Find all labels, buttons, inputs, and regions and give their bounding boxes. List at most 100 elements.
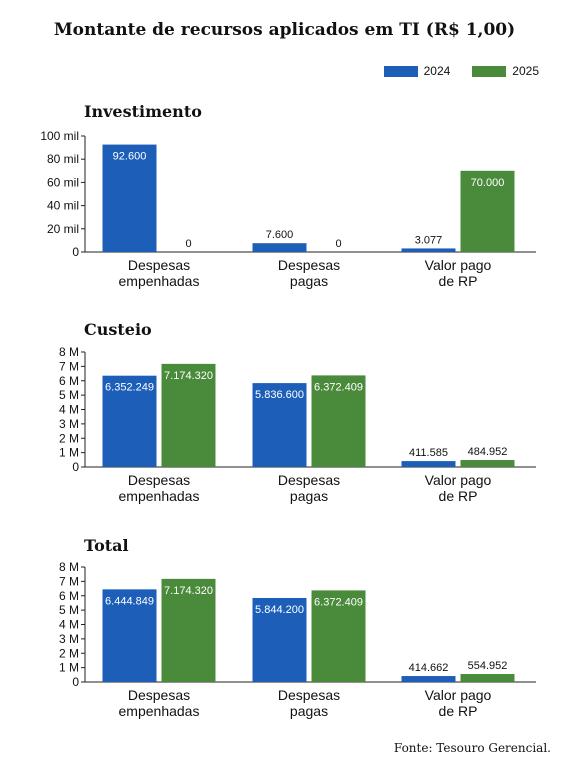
y-tick-label: 2 M bbox=[59, 431, 79, 445]
category-label: Valor pago de RP bbox=[425, 472, 492, 504]
legend-label-2024: 2024 bbox=[423, 64, 451, 78]
chart-title: Montante de recursos aplicados em TI (R$… bbox=[53, 20, 516, 40]
y-tick-label: 80 mil bbox=[47, 152, 79, 166]
y-tick-label: 8 M bbox=[59, 560, 79, 574]
y-tick-label: 6 M bbox=[59, 589, 79, 603]
category-label-line: de RP bbox=[439, 703, 478, 719]
legend: 2024 2025 bbox=[362, 64, 539, 78]
category-label: Despesas pagas bbox=[278, 257, 340, 289]
category-label-line: Despesas bbox=[128, 472, 190, 488]
bar-2024 bbox=[252, 383, 307, 467]
data-label: 0 bbox=[335, 238, 341, 250]
y-tick-label: 20 mil bbox=[47, 222, 79, 236]
category-label: Despesas pagas bbox=[278, 472, 340, 504]
data-label: 6.372.409 bbox=[314, 381, 363, 393]
bar-2024 bbox=[401, 461, 456, 467]
y-tick-label: 8 M bbox=[59, 345, 79, 359]
bar-2025 bbox=[161, 363, 216, 467]
y-tick-label: 0 bbox=[72, 675, 79, 689]
bar-2024 bbox=[102, 375, 157, 467]
y-tick-label: 6 M bbox=[59, 374, 79, 388]
data-label: 5.844.200 bbox=[255, 604, 304, 616]
category-label-line: empenhadas bbox=[119, 703, 200, 719]
data-label: 70.000 bbox=[471, 177, 505, 189]
y-tick-label: 4 M bbox=[59, 403, 79, 417]
legend-item-2025: 2025 bbox=[472, 64, 539, 78]
y-tick-label: 3 M bbox=[59, 632, 79, 646]
category-label-line: Despesas bbox=[278, 257, 340, 273]
y-tick-label: 7 M bbox=[59, 574, 79, 588]
data-label: 7.600 bbox=[266, 229, 294, 241]
bar-2024 bbox=[102, 144, 157, 252]
y-tick-label: 40 mil bbox=[47, 199, 79, 213]
y-tick-label: 60 mil bbox=[47, 175, 79, 189]
data-label: 6.372.409 bbox=[314, 596, 363, 608]
category-label-line: Valor pago bbox=[425, 687, 492, 703]
bar-2025 bbox=[311, 375, 366, 467]
y-tick-label: 0 bbox=[72, 460, 79, 474]
data-label: 5.836.600 bbox=[255, 389, 304, 401]
data-label: 6.352.249 bbox=[105, 382, 154, 394]
data-label: 7.174.320 bbox=[164, 585, 213, 597]
bar-2024 bbox=[252, 597, 307, 682]
y-tick-label: 0 bbox=[72, 245, 79, 259]
y-tick-label: 1 M bbox=[59, 661, 79, 675]
bar-2024 bbox=[401, 676, 456, 682]
legend-swatch-2024 bbox=[383, 65, 418, 77]
data-label: 0 bbox=[185, 238, 191, 250]
chart-investimento: 0 20 mil 40 mil 60 mil 80 mil 100 mil 92.600 7.… bbox=[40, 129, 536, 289]
category-label-line: Despesas bbox=[278, 472, 340, 488]
category-label-line: Despesas bbox=[278, 687, 340, 703]
data-label: 414.662 bbox=[409, 662, 449, 674]
category-label-line: Despesas bbox=[128, 257, 190, 273]
bar-2025 bbox=[460, 170, 515, 252]
category-label: Despesas empenhadas bbox=[119, 472, 200, 504]
y-tick-label: 7 M bbox=[59, 359, 79, 373]
chart-total: 01 M2 M3 M4 M5 M6 M7 M8 M 6.444.849 5.844.… bbox=[59, 560, 536, 719]
panel-title-investimento: Investimento bbox=[84, 102, 202, 121]
category-label-line: Despesas bbox=[128, 687, 190, 703]
category-label-line: Valor pago bbox=[425, 472, 492, 488]
category-label-line: de RP bbox=[439, 273, 478, 289]
category-label-line: empenhadas bbox=[119, 488, 200, 504]
bar-2025 bbox=[311, 590, 366, 682]
category-label-line: pagas bbox=[290, 488, 328, 504]
bar-2025 bbox=[460, 674, 515, 682]
category-label: Despesas pagas bbox=[278, 687, 340, 719]
category-label-line: pagas bbox=[290, 273, 328, 289]
legend-item-2024: 2024 bbox=[383, 64, 451, 78]
legend-label-2025: 2025 bbox=[512, 64, 539, 78]
chart-custeio: 01 M2 M3 M4 M5 M6 M7 M8 M 6.352.249 5.836.… bbox=[59, 345, 536, 504]
bar-2024 bbox=[252, 243, 307, 252]
legend-swatch-2025 bbox=[472, 65, 507, 77]
y-tick-label: 3 M bbox=[59, 417, 79, 431]
panel-title-custeio: Custeio bbox=[84, 320, 152, 339]
y-tick-label: 1 M bbox=[59, 446, 79, 460]
data-label: 7.174.320 bbox=[164, 370, 213, 382]
source-note: Fonte: Tesouro Gerencial. bbox=[393, 741, 551, 755]
category-label-line: Valor pago bbox=[425, 257, 492, 273]
y-tick-label: 5 M bbox=[59, 603, 79, 617]
bar-2025 bbox=[460, 460, 515, 467]
category-label: Valor pago de RP bbox=[425, 687, 492, 719]
category-label: Despesas empenhadas bbox=[119, 257, 200, 289]
y-tick-label: 100 mil bbox=[40, 129, 79, 143]
data-label: 411.585 bbox=[409, 447, 448, 459]
category-label-line: de RP bbox=[439, 488, 478, 504]
data-label: 92.600 bbox=[113, 151, 147, 163]
data-label: 6.444.849 bbox=[105, 595, 154, 607]
y-tick-label: 2 M bbox=[59, 646, 79, 660]
y-tick-label: 5 M bbox=[59, 388, 79, 402]
category-label-line: empenhadas bbox=[119, 273, 200, 289]
bar-2024 bbox=[401, 248, 456, 252]
y-tick-label: 4 M bbox=[59, 618, 79, 632]
data-label: 554.952 bbox=[468, 660, 508, 672]
bar-2025 bbox=[161, 578, 216, 682]
category-label: Valor pago de RP bbox=[425, 257, 492, 289]
panel-title-total: Total bbox=[84, 536, 129, 555]
data-label: 3.077 bbox=[415, 234, 443, 246]
category-label: Despesas empenhadas bbox=[119, 687, 200, 719]
data-label: 484.952 bbox=[468, 446, 508, 458]
category-label-line: pagas bbox=[290, 703, 328, 719]
bar-2024 bbox=[102, 589, 157, 682]
